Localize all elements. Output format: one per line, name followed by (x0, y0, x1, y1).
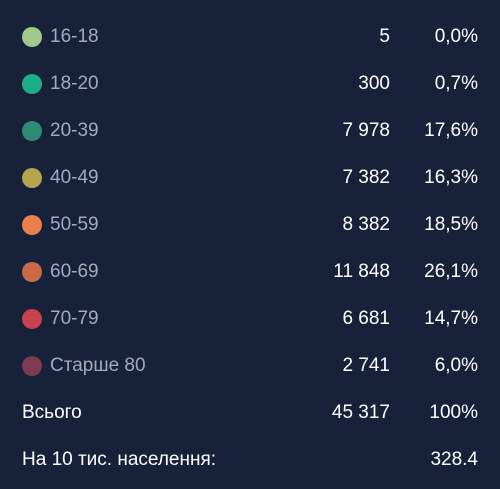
age-group-percent: 18,5% (424, 214, 478, 235)
per-capita-row: На 10 тис. населення: 328.4 (0, 440, 500, 480)
age-group-count: 5 (379, 26, 390, 47)
legend-color-dot-icon (22, 121, 42, 141)
age-group-label: 60-69 (50, 261, 99, 282)
total-label: Всього (22, 402, 82, 423)
age-group-percent: 6,0% (434, 355, 478, 376)
legend-color-dot-icon (22, 309, 42, 329)
table-row: 60-69 11 848 26,1% (0, 252, 500, 292)
per-capita-value: 328.4 (430, 449, 478, 470)
age-group-count: 7 382 (342, 167, 390, 188)
legend-color-dot-icon (22, 262, 42, 282)
age-group-percent: 26,1% (424, 261, 478, 282)
age-group-count: 8 382 (342, 214, 390, 235)
age-group-percent: 0,0% (434, 26, 478, 47)
total-count: 45 317 (331, 402, 390, 423)
age-group-label: 16-18 (50, 26, 99, 47)
legend-color-dot-icon (22, 215, 42, 235)
table-row: Старше 80 2 741 6,0% (0, 346, 500, 386)
age-group-count: 11 848 (333, 261, 390, 282)
age-group-percent: 14,7% (424, 308, 478, 329)
age-group-count: 2 741 (342, 355, 390, 376)
age-group-label: 50-59 (50, 214, 99, 235)
total-percent: 100% (429, 402, 478, 423)
age-group-percent: 16,3% (424, 167, 478, 188)
table-row: 40-49 7 382 16,3% (0, 158, 500, 198)
age-group-count: 300 (358, 73, 390, 94)
table-row: 50-59 8 382 18,5% (0, 205, 500, 245)
legend-color-dot-icon (22, 74, 42, 94)
table-row: 70-79 6 681 14,7% (0, 299, 500, 339)
total-row: Всього 45 317 100% (0, 393, 500, 433)
table-row: 16-18 5 0,0% (0, 17, 500, 57)
age-group-count: 6 681 (342, 308, 390, 329)
legend-color-dot-icon (22, 356, 42, 376)
table-row: 20-39 7 978 17,6% (0, 111, 500, 151)
age-group-percent: 17,6% (424, 120, 478, 141)
age-group-label: 20-39 (50, 120, 99, 141)
legend-color-dot-icon (22, 168, 42, 188)
age-group-count: 7 978 (342, 120, 390, 141)
age-group-label: Старше 80 (50, 355, 146, 376)
age-group-label: 70-79 (50, 308, 99, 329)
table-row: 18-20 300 0,7% (0, 64, 500, 104)
age-group-label: 18-20 (50, 73, 99, 94)
age-group-label: 40-49 (50, 167, 99, 188)
legend-color-dot-icon (22, 27, 42, 47)
age-group-percent: 0,7% (434, 73, 478, 94)
per-capita-label: На 10 тис. населення: (22, 449, 217, 470)
